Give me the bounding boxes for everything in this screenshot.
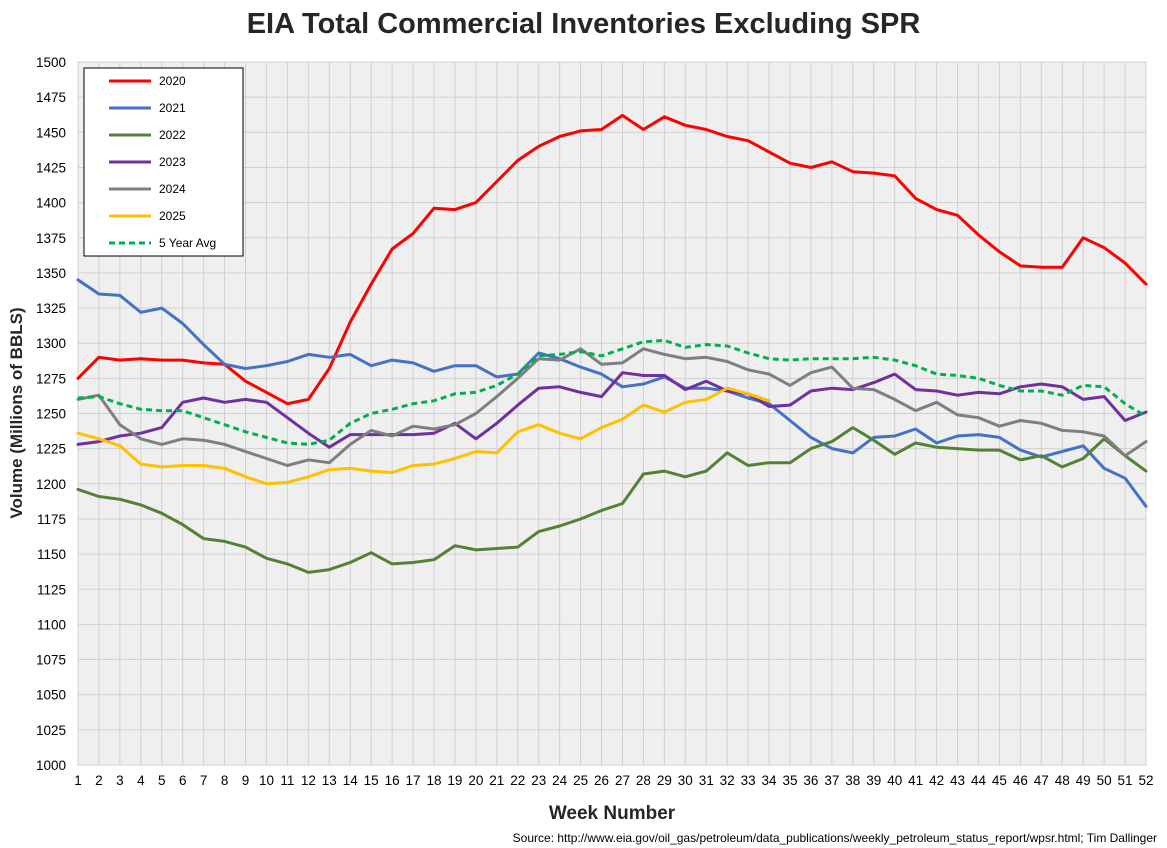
y-tick-label: 1475 <box>36 90 66 105</box>
legend-label: 2021 <box>159 101 186 115</box>
x-tick-label: 6 <box>179 773 187 788</box>
y-tick-label: 1125 <box>37 582 66 597</box>
x-tick-label: 19 <box>447 773 462 788</box>
y-tick-label: 1425 <box>36 160 66 175</box>
chart-title: EIA Total Commercial Inventories Excludi… <box>246 8 921 40</box>
x-tick-label: 50 <box>1097 773 1112 788</box>
y-tick-label: 1450 <box>36 125 66 140</box>
x-tick-label: 15 <box>364 773 379 788</box>
x-tick-label: 32 <box>720 773 735 788</box>
x-tick-label: 29 <box>657 773 672 788</box>
y-tick-label: 1225 <box>36 442 66 457</box>
y-tick-label: 1250 <box>36 407 66 422</box>
x-tick-label: 24 <box>552 773 568 788</box>
y-tick-label: 1175 <box>37 512 66 527</box>
series-lines <box>76 113 1148 574</box>
x-tick-label: 4 <box>137 773 145 788</box>
x-tick-label: 47 <box>1034 773 1049 788</box>
legend-label: 2025 <box>159 209 186 223</box>
x-tick-label: 40 <box>887 773 902 788</box>
x-tick-label: 18 <box>426 773 441 788</box>
y-tick-label: 1350 <box>36 266 66 281</box>
x-tick-label: 14 <box>343 773 359 788</box>
source-note: Source: http://www.eia.gov/oil_gas/petro… <box>512 831 1157 845</box>
x-tick-label: 36 <box>803 773 818 788</box>
y-tick-label: 1275 <box>36 371 66 386</box>
x-tick-label: 45 <box>992 773 1007 788</box>
legend-label: 2024 <box>159 182 186 196</box>
x-tick-label: 9 <box>242 773 250 788</box>
y-tick-label: 1200 <box>36 477 66 492</box>
y-tick-label: 1075 <box>36 653 66 668</box>
x-tick-label: 7 <box>200 773 208 788</box>
x-axis-label: Week Number <box>549 803 676 824</box>
x-tick-label: 42 <box>929 773 944 788</box>
series-line-2025 <box>76 386 771 486</box>
series-line-2021 <box>76 278 1148 508</box>
y-tick-label: 1400 <box>36 196 66 211</box>
x-tick-label: 1 <box>74 773 82 788</box>
legend: 2020 2021 2022 2023 2024 2025 5 Year Avg <box>83 67 244 257</box>
x-tick-label: 25 <box>573 773 588 788</box>
x-tick-label: 26 <box>594 773 609 788</box>
y-tick-label: 1375 <box>36 231 66 246</box>
x-tick-label: 37 <box>824 773 839 788</box>
x-tick-label: 2 <box>95 773 103 788</box>
x-tick-label: 49 <box>1076 773 1091 788</box>
x-tick-label: 43 <box>950 773 965 788</box>
y-axis-label: Volume (Millions of BBLS) <box>7 307 26 518</box>
gridlines <box>77 61 1147 766</box>
x-tick-label: 44 <box>971 773 987 788</box>
y-tick-label: 1500 <box>36 55 66 70</box>
x-tick-label: 35 <box>782 773 797 788</box>
y-tick-label: 1150 <box>37 547 66 562</box>
x-tick-label: 16 <box>385 773 400 788</box>
x-tick-label: 22 <box>510 773 525 788</box>
series-line-2024 <box>76 347 1148 467</box>
legend-label: 2023 <box>159 155 186 169</box>
x-tick-label: 39 <box>866 773 881 788</box>
y-tick-label: 1100 <box>37 617 66 632</box>
y-tick-label: 1300 <box>36 336 66 351</box>
x-tick-label: 13 <box>322 773 337 788</box>
x-tick-label: 10 <box>259 773 274 788</box>
series-line-5-year-avg <box>77 338 1147 446</box>
x-tick-label: 20 <box>468 773 483 788</box>
x-tick-label: 21 <box>489 773 504 788</box>
series-line-2022 <box>76 426 1148 574</box>
y-tick-labels: 1000 1025 1050 1075 1100 1125 1150 1175 1200 1225… <box>36 55 66 773</box>
x-tick-label: 27 <box>615 773 630 788</box>
x-tick-label: 5 <box>158 773 166 788</box>
x-tick-label: 17 <box>406 773 421 788</box>
x-tick-label: 28 <box>636 773 651 788</box>
x-tick-label: 30 <box>678 773 693 788</box>
x-tick-label: 41 <box>908 773 923 788</box>
x-tick-label: 48 <box>1055 773 1070 788</box>
y-tick-label: 1000 <box>36 758 66 773</box>
legend-label: 5 Year Avg <box>159 236 216 250</box>
x-tick-label: 33 <box>741 773 756 788</box>
legend-label: 2020 <box>159 74 186 88</box>
x-tick-label: 3 <box>116 773 124 788</box>
x-tick-label: 51 <box>1118 773 1133 788</box>
legend-label: 2022 <box>159 128 186 142</box>
x-tick-label: 34 <box>762 773 778 788</box>
x-tick-label: 38 <box>845 773 860 788</box>
series-line-2020 <box>76 113 1148 406</box>
series-line-2023 <box>76 371 1148 449</box>
x-tick-labels: 1 2 3 4 5 6 7 8 9 10 11 12 13 14 15 16 17 18 19 20 21 22 23 24 2… <box>74 773 1153 788</box>
y-tick-label: 1025 <box>36 723 66 738</box>
x-tick-label: 12 <box>301 773 316 788</box>
y-tick-label: 1050 <box>36 688 66 703</box>
x-tick-label: 8 <box>221 773 229 788</box>
x-tick-label: 52 <box>1138 773 1153 788</box>
x-tick-label: 11 <box>280 773 294 788</box>
x-tick-label: 31 <box>699 773 714 788</box>
x-tick-label: 23 <box>531 773 546 788</box>
y-tick-label: 1325 <box>36 301 66 316</box>
x-tick-label: 46 <box>1013 773 1028 788</box>
